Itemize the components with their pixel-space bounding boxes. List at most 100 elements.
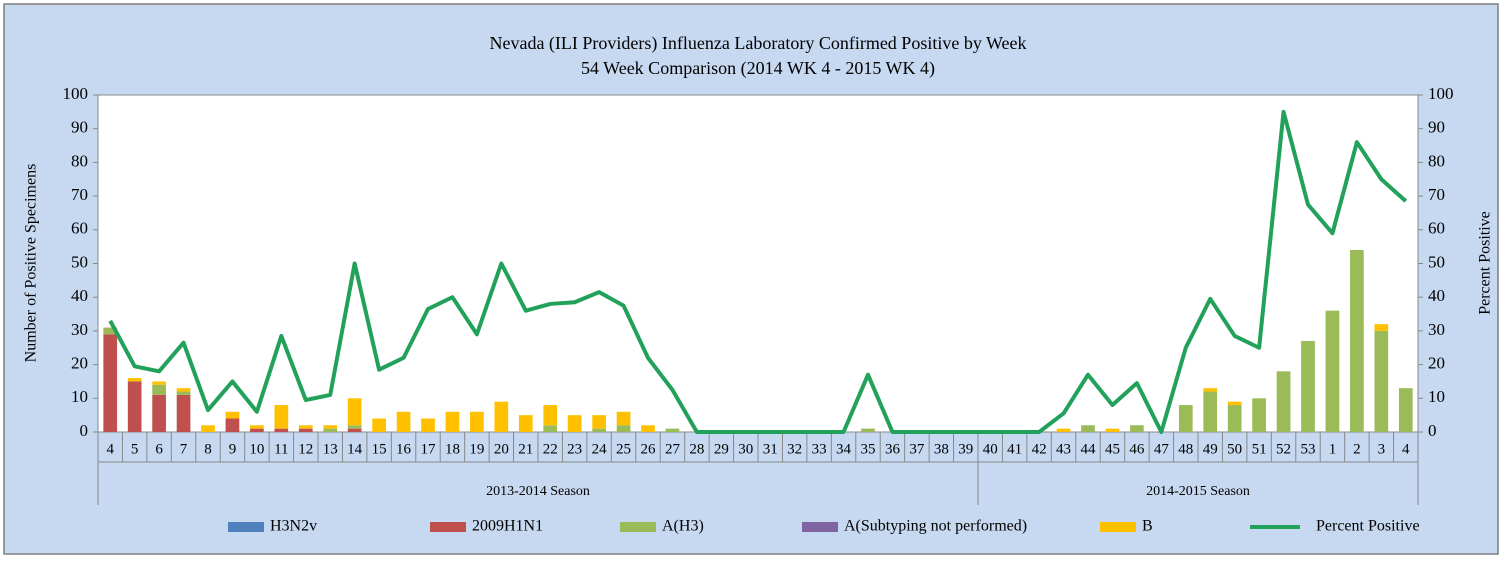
line	[108, 109, 1408, 434]
y-tick-label: 50	[71, 252, 88, 271]
x-tick-label: 13	[323, 441, 338, 457]
x-tick-label: 19	[469, 441, 484, 457]
x-tick-label: 39	[958, 441, 973, 457]
bar	[323, 428, 338, 432]
bar	[274, 405, 289, 429]
bar	[1203, 388, 1218, 392]
x-tick-label: 6	[155, 441, 163, 457]
bar	[616, 411, 631, 426]
bar	[225, 411, 240, 419]
x-tick-label: 52	[1276, 441, 1291, 457]
bar	[1178, 405, 1193, 432]
bar	[225, 418, 240, 432]
bar	[1276, 371, 1291, 432]
y2-tick-label: 20	[1428, 354, 1445, 373]
bar	[347, 428, 362, 432]
y-tick-label: 40	[71, 286, 88, 305]
x-tick-label: 4	[106, 441, 114, 457]
y-tick-label: 60	[71, 219, 88, 238]
chart-title: Nevada (ILI Providers) Influenza Laborat…	[489, 33, 1026, 54]
bar	[201, 425, 215, 432]
legend-label: H3N2v	[270, 518, 317, 535]
y-tick-label: 10	[71, 387, 88, 406]
bar	[176, 388, 191, 392]
x-tick-label: 22	[543, 441, 558, 457]
bar	[861, 428, 875, 432]
x-tick-label: 24	[592, 441, 608, 457]
y-tick-label: 80	[71, 151, 88, 170]
bar	[347, 398, 362, 426]
x-tick-label: 29	[714, 441, 729, 457]
x-tick-label: 8	[204, 441, 212, 457]
x-tick-label: 9	[229, 441, 237, 457]
y2-tick-label: 30	[1428, 320, 1445, 339]
x-tick-label: 7	[180, 441, 188, 457]
y-tick-label: 70	[71, 185, 88, 204]
bar	[323, 425, 338, 429]
x-tick-label: 40	[983, 441, 998, 457]
x-tick-label: 3	[1378, 441, 1386, 457]
legend-label: 2009H1N1	[472, 518, 543, 535]
y-tick-label: 30	[71, 320, 88, 339]
x-tick-label: 43	[1056, 441, 1071, 457]
x-tick-label: 45	[1105, 441, 1120, 457]
bar	[1227, 405, 1242, 432]
x-tick-label: 12	[298, 441, 313, 457]
y2-axis-label: Percent Positive	[1477, 211, 1494, 315]
bar	[518, 415, 533, 432]
x-tick-label: 5	[131, 441, 139, 457]
x-tick-label: 27	[665, 441, 681, 457]
y2-tick-label: 70	[1428, 185, 1445, 204]
bar	[1374, 324, 1389, 331]
x-tick-label: 50	[1227, 441, 1242, 457]
bar	[152, 394, 166, 432]
x-tick-label: 38	[934, 441, 949, 457]
legend-label: A(Subtyping not performed)	[844, 518, 1027, 535]
legend-swatch	[228, 522, 264, 532]
bar	[127, 378, 142, 382]
bar	[543, 405, 558, 426]
bar	[592, 415, 606, 429]
group-label: 2013-2014 Season	[486, 484, 590, 499]
y-tick-label: 90	[71, 118, 88, 137]
y2-tick-label: 60	[1428, 219, 1445, 238]
x-tick-label: 23	[567, 441, 582, 457]
x-tick-label: 42	[1032, 441, 1047, 457]
bar	[1398, 388, 1413, 432]
bar	[176, 391, 191, 395]
bar	[470, 411, 484, 432]
x-tick-label: 48	[1178, 441, 1193, 457]
x-tick-label: 10	[249, 441, 264, 457]
x-tick-label: 41	[1007, 441, 1022, 457]
legend-swatch	[430, 522, 466, 532]
y2-tick-label: 100	[1428, 84, 1454, 103]
x-tick-label: 51	[1252, 441, 1267, 457]
plot-area	[97, 94, 1419, 433]
legend-label: A(H3)	[662, 518, 704, 535]
x-tick-label: 30	[738, 441, 753, 457]
bar	[1252, 398, 1266, 432]
x-tick-label: 1	[1329, 441, 1337, 457]
y-axis-label: Number of Positive Specimens	[23, 164, 40, 363]
bar	[616, 425, 631, 432]
x-tick-label: 44	[1081, 441, 1097, 457]
x-tick-label: 53	[1301, 441, 1316, 457]
bar	[1227, 401, 1242, 406]
bar	[396, 411, 411, 432]
bar	[274, 428, 289, 432]
bar	[103, 327, 118, 335]
x-tick-label: 28	[689, 441, 704, 457]
bar	[1105, 428, 1120, 432]
x-tick-label: 34	[836, 441, 852, 457]
bar	[1130, 425, 1144, 432]
bar	[665, 428, 680, 432]
x-tick-label: 47	[1154, 441, 1170, 457]
x-tick-label: 15	[372, 441, 387, 457]
group-label: 2014-2015 Season	[1146, 484, 1250, 499]
bar	[1325, 310, 1340, 432]
y-tick-label: 100	[63, 84, 89, 103]
y-tick-label: 20	[71, 354, 88, 373]
bar	[1350, 250, 1364, 432]
x-tick-label: 33	[812, 441, 827, 457]
